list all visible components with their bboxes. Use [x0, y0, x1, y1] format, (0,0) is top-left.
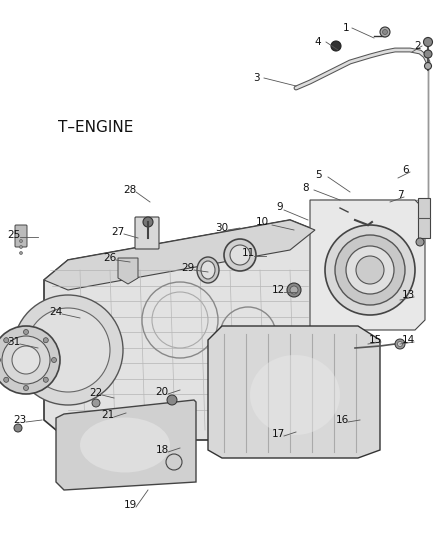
Text: 22: 22 — [89, 388, 102, 398]
Text: 2: 2 — [415, 41, 421, 51]
Text: 12: 12 — [272, 285, 285, 295]
Circle shape — [335, 235, 405, 305]
Ellipse shape — [201, 261, 215, 279]
Text: 24: 24 — [49, 307, 63, 317]
Text: 15: 15 — [368, 335, 381, 345]
Circle shape — [346, 246, 394, 294]
Circle shape — [14, 424, 22, 432]
Text: 26: 26 — [103, 253, 117, 263]
Circle shape — [167, 395, 177, 405]
Text: 17: 17 — [272, 429, 285, 439]
Text: 21: 21 — [101, 410, 115, 420]
Circle shape — [24, 329, 28, 335]
Text: 29: 29 — [181, 263, 194, 273]
Circle shape — [325, 225, 415, 315]
Circle shape — [4, 377, 9, 382]
Text: 30: 30 — [215, 223, 229, 233]
Circle shape — [416, 238, 424, 246]
Circle shape — [52, 358, 57, 362]
Circle shape — [43, 338, 48, 343]
FancyBboxPatch shape — [15, 225, 27, 247]
Text: 19: 19 — [124, 500, 137, 510]
Text: 28: 28 — [124, 185, 137, 195]
Polygon shape — [310, 200, 425, 330]
Circle shape — [398, 342, 403, 346]
Circle shape — [24, 385, 28, 391]
Polygon shape — [56, 400, 196, 490]
Circle shape — [395, 339, 405, 349]
Circle shape — [424, 62, 431, 69]
Text: 16: 16 — [336, 415, 349, 425]
Circle shape — [13, 295, 123, 405]
Text: 23: 23 — [14, 415, 27, 425]
Circle shape — [290, 286, 298, 294]
Circle shape — [92, 399, 100, 407]
Text: 1: 1 — [343, 23, 350, 33]
Text: 3: 3 — [253, 73, 259, 83]
Text: 20: 20 — [155, 387, 169, 397]
Text: 11: 11 — [241, 248, 254, 258]
Circle shape — [424, 37, 432, 46]
Text: 14: 14 — [401, 335, 415, 345]
Circle shape — [230, 245, 250, 265]
Circle shape — [0, 326, 60, 394]
Polygon shape — [418, 198, 430, 238]
Circle shape — [287, 283, 301, 297]
Polygon shape — [44, 220, 315, 440]
Text: 18: 18 — [155, 445, 169, 455]
Circle shape — [26, 308, 110, 392]
Text: 9: 9 — [277, 202, 283, 212]
Polygon shape — [44, 220, 315, 290]
Text: 31: 31 — [7, 337, 21, 347]
Text: 5: 5 — [314, 170, 321, 180]
Circle shape — [20, 252, 22, 254]
Circle shape — [143, 217, 153, 227]
Ellipse shape — [250, 355, 340, 435]
Text: 10: 10 — [255, 217, 268, 227]
Circle shape — [224, 239, 256, 271]
Text: T–ENGINE: T–ENGINE — [58, 120, 134, 135]
Ellipse shape — [197, 257, 219, 283]
Text: 7: 7 — [397, 190, 403, 200]
Polygon shape — [118, 258, 138, 284]
Circle shape — [12, 346, 40, 374]
Text: 27: 27 — [111, 227, 125, 237]
Polygon shape — [208, 326, 380, 458]
Circle shape — [424, 50, 432, 58]
Circle shape — [382, 29, 388, 35]
Text: 8: 8 — [303, 183, 309, 193]
Circle shape — [380, 27, 390, 37]
Circle shape — [43, 377, 48, 382]
Text: 13: 13 — [401, 290, 415, 300]
Circle shape — [2, 336, 50, 384]
Circle shape — [356, 256, 384, 284]
Text: 25: 25 — [7, 230, 21, 240]
Text: 6: 6 — [403, 165, 410, 175]
Circle shape — [20, 246, 22, 248]
Circle shape — [331, 41, 341, 51]
Text: 4: 4 — [314, 37, 321, 47]
Circle shape — [4, 338, 9, 343]
Ellipse shape — [80, 417, 170, 472]
Circle shape — [20, 239, 22, 243]
FancyBboxPatch shape — [135, 217, 159, 249]
